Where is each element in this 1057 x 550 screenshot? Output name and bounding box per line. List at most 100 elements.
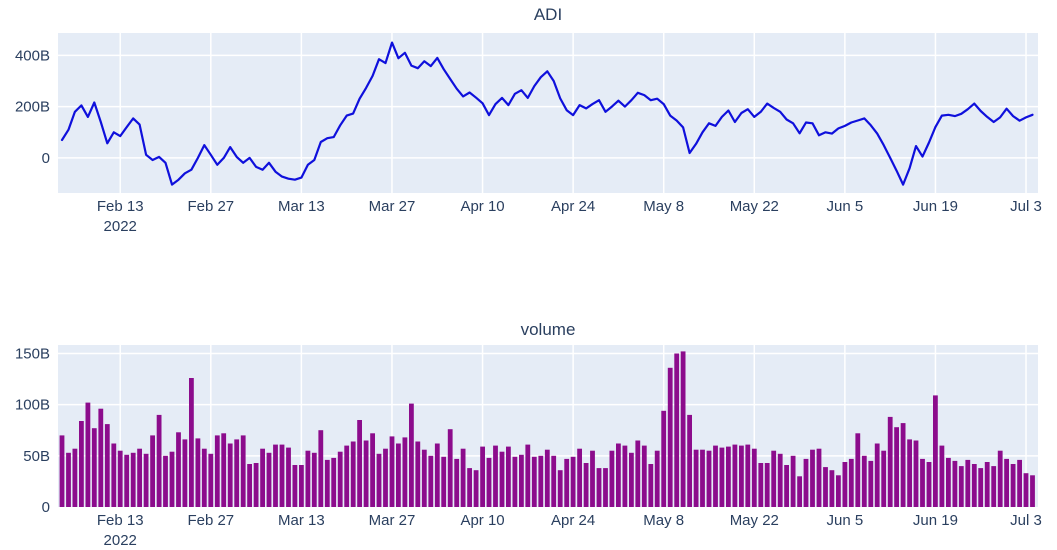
volume-bar[interactable] <box>467 468 472 507</box>
volume-bar[interactable] <box>829 470 835 507</box>
volume-bar[interactable] <box>66 452 71 507</box>
volume-bar[interactable] <box>370 433 375 507</box>
volume-bar[interactable] <box>519 454 524 507</box>
volume-bar[interactable] <box>409 403 414 507</box>
volume-bar[interactable] <box>920 458 925 507</box>
volume-bar[interactable] <box>163 455 168 507</box>
volume-bar[interactable] <box>493 445 498 507</box>
volume-bar[interactable] <box>260 448 265 507</box>
volume-bar[interactable] <box>130 452 136 507</box>
volume-bar[interactable] <box>590 450 595 507</box>
volume-bar[interactable] <box>447 429 453 507</box>
volume-bar[interactable] <box>654 450 660 507</box>
volume-bar[interactable] <box>111 443 117 508</box>
volume-bar[interactable] <box>1010 464 1016 507</box>
volume-bar[interactable] <box>441 456 447 507</box>
volume-bar[interactable] <box>971 464 977 507</box>
volume-bar[interactable] <box>693 449 699 507</box>
volume-bar[interactable] <box>777 453 783 507</box>
volume-bar[interactable] <box>603 468 608 507</box>
volume-bar[interactable] <box>331 457 337 507</box>
volume-bar[interactable] <box>156 414 162 507</box>
volume-bar[interactable] <box>984 462 990 507</box>
volume-bar[interactable] <box>616 443 621 508</box>
volume-bar[interactable] <box>842 462 848 507</box>
volume-bar[interactable] <box>299 465 304 507</box>
volume-bar[interactable] <box>861 455 867 507</box>
volume-bar[interactable] <box>758 463 764 507</box>
volume-bar[interactable] <box>454 458 460 507</box>
volume-bar[interactable] <box>292 465 298 507</box>
volume-bar[interactable] <box>771 450 777 507</box>
volume-bar[interactable] <box>460 448 466 507</box>
volume-bar[interactable] <box>324 459 330 507</box>
volume-bar[interactable] <box>797 476 802 507</box>
volume-bar[interactable] <box>344 445 350 507</box>
volume-bar[interactable] <box>421 449 427 507</box>
volume-bar[interactable] <box>551 455 557 507</box>
volume-bar[interactable] <box>182 439 188 507</box>
volume-bar-series[interactable] <box>59 351 1035 508</box>
volume-bar[interactable] <box>997 450 1003 507</box>
volume-bar[interactable] <box>900 423 906 507</box>
volume-bar[interactable] <box>402 437 408 507</box>
volume-bar[interactable] <box>881 450 887 507</box>
volume-bar[interactable] <box>311 452 317 507</box>
volume-bar[interactable] <box>91 428 97 507</box>
volume-bar[interactable] <box>480 446 485 507</box>
volume-bar[interactable] <box>389 436 395 507</box>
volume-bar[interactable] <box>784 465 789 507</box>
volume-bar[interactable] <box>848 458 854 507</box>
volume-bar[interactable] <box>525 444 531 507</box>
volume-bar[interactable] <box>583 463 589 507</box>
volume-bar[interactable] <box>544 449 550 507</box>
volume-bar[interactable] <box>376 453 382 507</box>
volume-bar[interactable] <box>991 466 997 507</box>
volume-bar[interactable] <box>189 378 194 507</box>
volume-bar[interactable] <box>700 449 705 507</box>
volume-bar[interactable] <box>622 445 628 507</box>
volume-bar[interactable] <box>79 421 84 507</box>
volume-bar[interactable] <box>713 445 718 507</box>
volume-bar[interactable] <box>629 452 634 507</box>
volume-bar[interactable] <box>512 456 518 507</box>
volume-bar[interactable] <box>396 443 401 508</box>
volume-bar[interactable] <box>751 448 757 507</box>
volume-bar[interactable] <box>240 435 246 507</box>
volume-bar[interactable] <box>137 448 142 507</box>
volume-bar[interactable] <box>531 456 537 507</box>
volume-bar[interactable] <box>214 435 220 507</box>
volume-bar[interactable] <box>570 456 576 507</box>
volume-bar[interactable] <box>823 467 828 507</box>
volume-bar[interactable] <box>208 453 214 507</box>
volume-bar[interactable] <box>739 445 744 507</box>
volume-bar[interactable] <box>350 441 356 508</box>
volume-bar[interactable] <box>764 463 770 507</box>
adi-plot-area[interactable] <box>58 33 1038 193</box>
volume-bar[interactable] <box>383 448 388 507</box>
volume-bar[interactable] <box>72 448 78 507</box>
volume-bar[interactable] <box>732 444 738 507</box>
volume-bar[interactable] <box>506 446 511 507</box>
volume-bar[interactable] <box>201 448 207 507</box>
volume-bar[interactable] <box>557 470 563 507</box>
volume-bar[interactable] <box>816 448 822 507</box>
volume-bar[interactable] <box>933 395 938 507</box>
volume-bar[interactable] <box>855 433 861 507</box>
volume-bar[interactable] <box>609 450 615 507</box>
volume-bar[interactable] <box>1023 473 1029 507</box>
volume-bar[interactable] <box>939 445 945 507</box>
volume-bar[interactable] <box>221 433 227 507</box>
volume-bar[interactable] <box>253 463 259 507</box>
volume-bar[interactable] <box>247 464 252 507</box>
volume-bar[interactable] <box>266 452 272 507</box>
volume-bar[interactable] <box>538 455 544 507</box>
volume-bar[interactable] <box>719 447 725 507</box>
volume-bar[interactable] <box>428 455 434 507</box>
volume-bar[interactable] <box>680 351 686 507</box>
volume-bar[interactable] <box>596 468 602 507</box>
volume-bar[interactable] <box>85 402 91 507</box>
volume-bar[interactable] <box>667 367 673 507</box>
volume-bar[interactable] <box>286 447 291 507</box>
volume-bar[interactable] <box>486 457 492 507</box>
